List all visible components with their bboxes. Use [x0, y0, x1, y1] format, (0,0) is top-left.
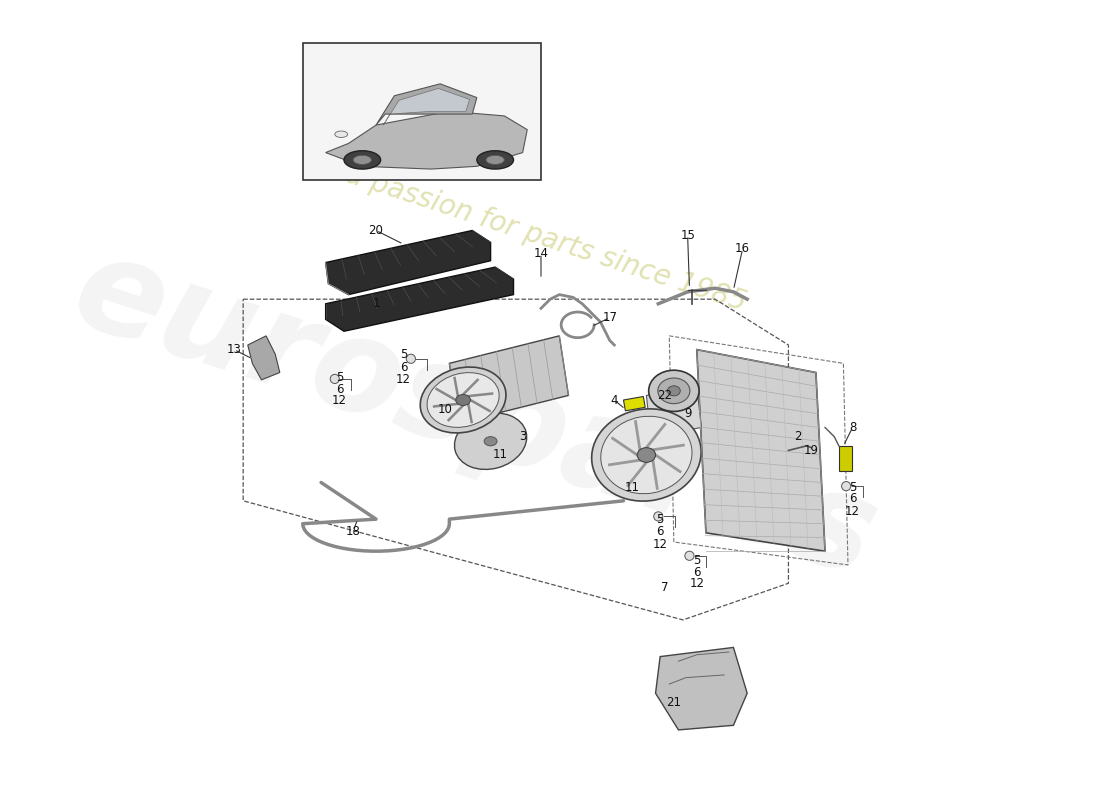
- Ellipse shape: [484, 437, 497, 446]
- Polygon shape: [656, 647, 747, 730]
- Ellipse shape: [592, 409, 701, 501]
- Text: 5: 5: [693, 554, 701, 567]
- Text: 5: 5: [849, 481, 856, 494]
- Text: 13: 13: [227, 343, 241, 356]
- Bar: [624, 397, 646, 411]
- Text: eurospares: eurospares: [58, 226, 892, 604]
- Text: 6: 6: [336, 382, 343, 395]
- Text: 12: 12: [690, 577, 704, 590]
- Polygon shape: [384, 89, 470, 125]
- Text: 16: 16: [735, 242, 750, 255]
- Ellipse shape: [601, 416, 692, 494]
- Polygon shape: [450, 336, 569, 423]
- Polygon shape: [326, 267, 514, 331]
- Text: 12: 12: [332, 394, 346, 406]
- Ellipse shape: [353, 155, 372, 165]
- Circle shape: [330, 374, 340, 383]
- Bar: [302, 42, 541, 180]
- Text: 14: 14: [534, 247, 549, 260]
- Polygon shape: [326, 111, 527, 169]
- Polygon shape: [376, 84, 476, 125]
- Text: 19: 19: [804, 444, 818, 457]
- Text: 18: 18: [345, 525, 361, 538]
- Text: 12: 12: [396, 374, 411, 386]
- Text: a passion for parts since 1985: a passion for parts since 1985: [342, 161, 749, 317]
- Text: 2: 2: [794, 430, 801, 443]
- Text: 20: 20: [368, 224, 384, 237]
- Ellipse shape: [658, 378, 690, 404]
- Ellipse shape: [668, 386, 680, 396]
- Polygon shape: [326, 230, 491, 294]
- Text: 6: 6: [693, 566, 701, 578]
- Text: 6: 6: [399, 362, 407, 374]
- Circle shape: [406, 354, 416, 363]
- Text: 15: 15: [680, 229, 695, 242]
- Text: 5: 5: [336, 370, 343, 383]
- Polygon shape: [248, 336, 279, 380]
- Text: 1: 1: [372, 298, 379, 310]
- Circle shape: [653, 512, 663, 521]
- Text: 7: 7: [661, 582, 669, 594]
- Ellipse shape: [455, 394, 471, 406]
- Text: 10: 10: [438, 402, 452, 416]
- Text: 5: 5: [657, 513, 663, 526]
- Text: 9: 9: [684, 407, 692, 420]
- Text: 17: 17: [602, 311, 617, 324]
- Polygon shape: [696, 350, 825, 551]
- Text: 11: 11: [625, 481, 640, 494]
- Text: 21: 21: [667, 696, 681, 709]
- Ellipse shape: [344, 150, 381, 169]
- Text: 5: 5: [399, 348, 407, 361]
- Ellipse shape: [476, 150, 514, 169]
- Bar: [839, 446, 851, 471]
- Text: 8: 8: [849, 421, 856, 434]
- Text: 12: 12: [845, 506, 860, 518]
- Circle shape: [842, 482, 850, 490]
- Ellipse shape: [486, 155, 504, 165]
- Text: 6: 6: [849, 493, 856, 506]
- Text: 3: 3: [519, 430, 527, 443]
- Text: 6: 6: [657, 525, 664, 538]
- Ellipse shape: [420, 367, 506, 433]
- Circle shape: [685, 551, 694, 560]
- Ellipse shape: [649, 370, 700, 411]
- Text: 12: 12: [652, 538, 668, 551]
- Text: 4: 4: [610, 394, 618, 406]
- Ellipse shape: [637, 448, 656, 462]
- Ellipse shape: [334, 131, 348, 138]
- Ellipse shape: [454, 413, 527, 470]
- Text: 22: 22: [657, 389, 672, 402]
- Text: 11: 11: [493, 449, 507, 462]
- Polygon shape: [647, 386, 702, 437]
- Ellipse shape: [427, 373, 499, 427]
